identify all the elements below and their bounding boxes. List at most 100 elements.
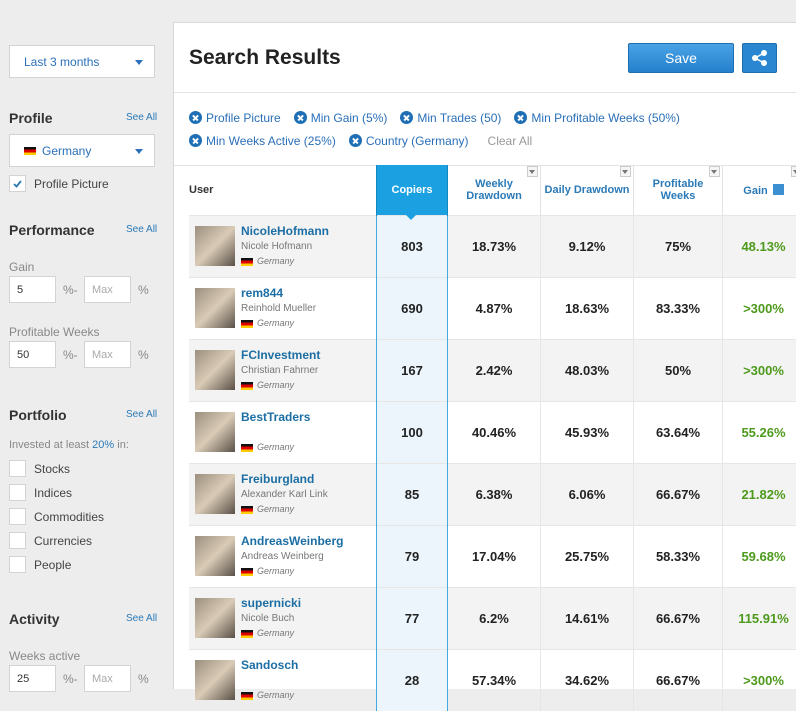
username[interactable]: rem844 (241, 286, 283, 300)
sort-toggle[interactable] (709, 166, 720, 177)
column-header[interactable]: Weekly Drawdown (448, 165, 541, 216)
stat-cell: >300% (723, 650, 796, 711)
max-input[interactable]: Max (84, 665, 131, 692)
avatar (195, 412, 235, 452)
country-name: Germany (42, 144, 91, 158)
remove-icon[interactable] (189, 134, 202, 147)
stat-cell: 18.73% (448, 216, 541, 278)
checkbox[interactable] (9, 556, 26, 573)
remove-icon[interactable] (349, 134, 362, 147)
country: Germany (257, 442, 294, 452)
min-input[interactable]: 50 (9, 341, 56, 368)
remove-icon[interactable] (400, 111, 413, 124)
username[interactable]: supernicki (241, 596, 301, 610)
remove-icon[interactable] (294, 111, 307, 124)
see-all-link[interactable]: See All (126, 112, 157, 123)
username[interactable]: Freiburgland (241, 472, 314, 486)
period-select[interactable]: Last 3 months (9, 45, 155, 78)
sort-toggle[interactable] (791, 166, 796, 177)
remove-icon[interactable] (514, 111, 527, 124)
username[interactable]: Sandosch (241, 658, 298, 672)
flag-icon (241, 568, 253, 576)
stat-cell: 115.91% (723, 588, 796, 650)
flag-icon (241, 692, 253, 700)
section-title: Profile (9, 110, 53, 126)
stat-cell: 83.33% (634, 278, 723, 340)
filter-chip[interactable]: Min Profitable Weeks (50%) (514, 109, 680, 126)
max-input[interactable]: Max (84, 341, 131, 368)
stat-cell: 77 (377, 588, 448, 650)
username[interactable]: FCInvestment (241, 348, 320, 362)
min-input[interactable]: 25 (9, 665, 56, 692)
checkbox[interactable] (9, 460, 26, 477)
clear-all-link[interactable]: Clear All (488, 132, 533, 149)
field-label: Weeks active (9, 649, 80, 663)
column-header: User (189, 165, 377, 216)
filter-chip[interactable]: Min Weeks Active (25%) (189, 132, 336, 149)
flag-icon (241, 630, 253, 638)
stat-cell: 66.67% (634, 464, 723, 526)
flag-icon (241, 444, 253, 452)
column-header[interactable]: Daily Drawdown (541, 165, 634, 216)
sort-toggle[interactable] (527, 166, 538, 177)
checkbox-label: People (34, 558, 71, 572)
user-cell: BestTraders Germany (189, 402, 377, 464)
min-input[interactable]: 5 (9, 276, 56, 303)
filter-text: Country (Germany) (366, 134, 469, 148)
unit: % (138, 283, 149, 297)
filter-chip[interactable]: Country (Germany) (349, 132, 469, 149)
checkbox[interactable] (9, 508, 26, 525)
checkbox[interactable] (9, 532, 26, 549)
username[interactable]: NicoleHofmann (241, 224, 329, 238)
country: Germany (257, 504, 294, 514)
remove-icon[interactable] (189, 111, 202, 124)
country-select[interactable]: Germany (9, 134, 155, 167)
stat-cell: 50% (634, 340, 723, 402)
stat-cell: 803 (377, 216, 448, 278)
avatar (195, 474, 235, 514)
stat-cell: 100 (377, 402, 448, 464)
username[interactable]: AndreasWeinberg (241, 534, 343, 548)
filter-chip[interactable]: Min Gain (5%) (294, 109, 388, 126)
max-input[interactable]: Max (84, 276, 131, 303)
see-all-link[interactable]: See All (126, 224, 157, 235)
see-all-link[interactable]: See All (126, 613, 157, 624)
avatar (195, 598, 235, 638)
page: { "sidebar": { "period": "Last 3 months"… (0, 0, 796, 689)
filter-chip[interactable]: Min Trades (50) (400, 109, 501, 126)
flag-icon (241, 320, 253, 328)
share-button[interactable] (742, 43, 777, 73)
sort-toggle[interactable] (620, 166, 631, 177)
column-header[interactable]: Gain (723, 165, 796, 216)
see-all-link[interactable]: See All (126, 409, 157, 420)
stat-cell: 28 (377, 650, 448, 711)
checkbox-label: Commodities (34, 510, 104, 524)
column-header[interactable]: Copiers (377, 165, 448, 216)
checkbox-checked[interactable] (9, 175, 26, 192)
avatar (195, 288, 235, 328)
filter-text: Min Gain (5%) (311, 111, 388, 125)
stat-cell: 17.04% (448, 526, 541, 588)
save-button[interactable]: Save (628, 43, 734, 73)
checkbox[interactable] (9, 484, 26, 501)
stat-cell: 63.64% (634, 402, 723, 464)
stat-cell: 6.2% (448, 588, 541, 650)
stat-cell: 18.63% (541, 278, 634, 340)
username[interactable]: BestTraders (241, 410, 310, 424)
unit: % (138, 348, 149, 362)
column-header[interactable]: Profitable Weeks (634, 165, 723, 216)
filter-chip[interactable]: Profile Picture (189, 109, 281, 126)
filter-text: Min Trades (50) (417, 111, 501, 125)
stat-cell: 167 (377, 340, 448, 402)
